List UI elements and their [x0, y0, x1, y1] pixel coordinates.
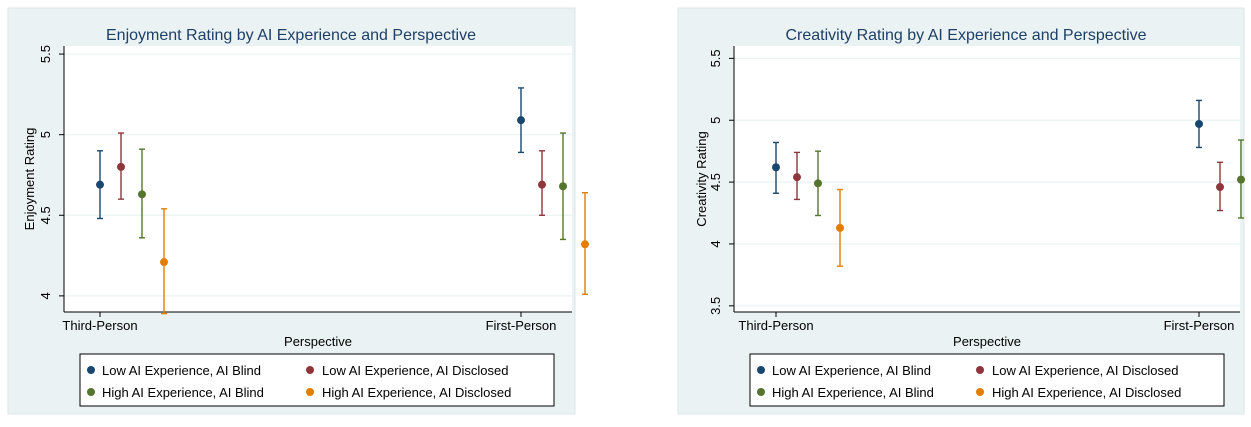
legend-marker	[306, 366, 314, 374]
data-point	[581, 240, 589, 249]
chart-enjoyment: Enjoyment Rating by AI Experience and Pe…	[7, 7, 589, 415]
legend-label: High AI Experience, AI Disclosed	[322, 385, 511, 400]
y-tick-label: 4.5	[708, 173, 723, 191]
legend-label: High AI Experience, AI Disclosed	[992, 385, 1181, 400]
x-tick-label-third: Third-Person	[738, 318, 813, 333]
y-tick-label: 3.5	[708, 297, 723, 315]
legend-label: Low AI Experience, AI Blind	[772, 363, 931, 378]
gridlines	[64, 53, 572, 297]
legend: Low AI Experience, AI Blind Low AI Exper…	[79, 353, 555, 407]
legend-label: Low AI Experience, AI Disclosed	[992, 363, 1178, 378]
data-point	[793, 173, 801, 182]
data-point	[96, 180, 104, 189]
legend: Low AI Experience, AI Blind Low AI Exper…	[749, 353, 1225, 407]
y-tick-label: 5.5	[708, 49, 723, 67]
data-point	[117, 162, 125, 171]
y-ticks: 3.5 4 4.5 5 5.5	[708, 49, 734, 315]
data-point	[814, 179, 822, 188]
chart-title: Creativity Rating by AI Experience and P…	[785, 27, 1146, 44]
legend-marker	[757, 366, 765, 374]
y-tick-label: 5	[708, 117, 723, 124]
chart-title: Enjoyment Rating by AI Experience and Pe…	[106, 27, 476, 44]
plot-area	[64, 46, 572, 312]
legend-marker	[757, 388, 765, 396]
data-marks	[772, 99, 1245, 267]
y-tick-label: 5	[38, 131, 53, 138]
x-tick-label-first: First-Person	[1164, 318, 1235, 333]
legend-marker	[306, 388, 314, 396]
y-axis-label: Creativity Rating	[694, 131, 709, 226]
legend-box	[79, 353, 555, 407]
y-tick-label: 5.5	[38, 45, 53, 63]
legend-marker	[976, 388, 984, 396]
chart-creativity: Creativity Rating by AI Experience and P…	[677, 7, 1245, 415]
data-point	[772, 163, 780, 172]
y-tick-label: 4	[708, 240, 723, 247]
legend-box	[749, 353, 1225, 407]
x-tick-label-third: Third-Person	[62, 318, 137, 333]
y-ticks: 4 4.5 5 5.5	[38, 45, 64, 299]
data-point	[836, 223, 844, 232]
y-tick-label: 4	[38, 292, 53, 299]
data-point	[1216, 183, 1224, 192]
y-axis-label: Enjoyment Rating	[22, 128, 37, 231]
legend-label: Low AI Experience, AI Disclosed	[322, 363, 508, 378]
legend-marker	[87, 388, 95, 396]
data-point	[138, 190, 146, 199]
legend-label: High AI Experience, AI Blind	[102, 385, 264, 400]
data-marks	[96, 87, 589, 315]
data-point	[517, 116, 525, 125]
plot-area	[734, 46, 1240, 312]
legend-marker	[976, 366, 984, 374]
y-tick-label: 4.5	[38, 206, 53, 224]
data-point	[1237, 175, 1245, 184]
data-point	[1195, 119, 1203, 128]
legend-label: High AI Experience, AI Blind	[772, 385, 934, 400]
legend-label: Low AI Experience, AI Blind	[102, 363, 261, 378]
data-point	[559, 182, 567, 191]
data-point	[538, 180, 546, 189]
x-axis-label: Perspective	[284, 334, 352, 349]
x-tick-label-first: First-Person	[486, 318, 557, 333]
legend-marker	[87, 366, 95, 374]
data-point	[160, 258, 168, 267]
x-axis-label: Perspective	[953, 334, 1021, 349]
